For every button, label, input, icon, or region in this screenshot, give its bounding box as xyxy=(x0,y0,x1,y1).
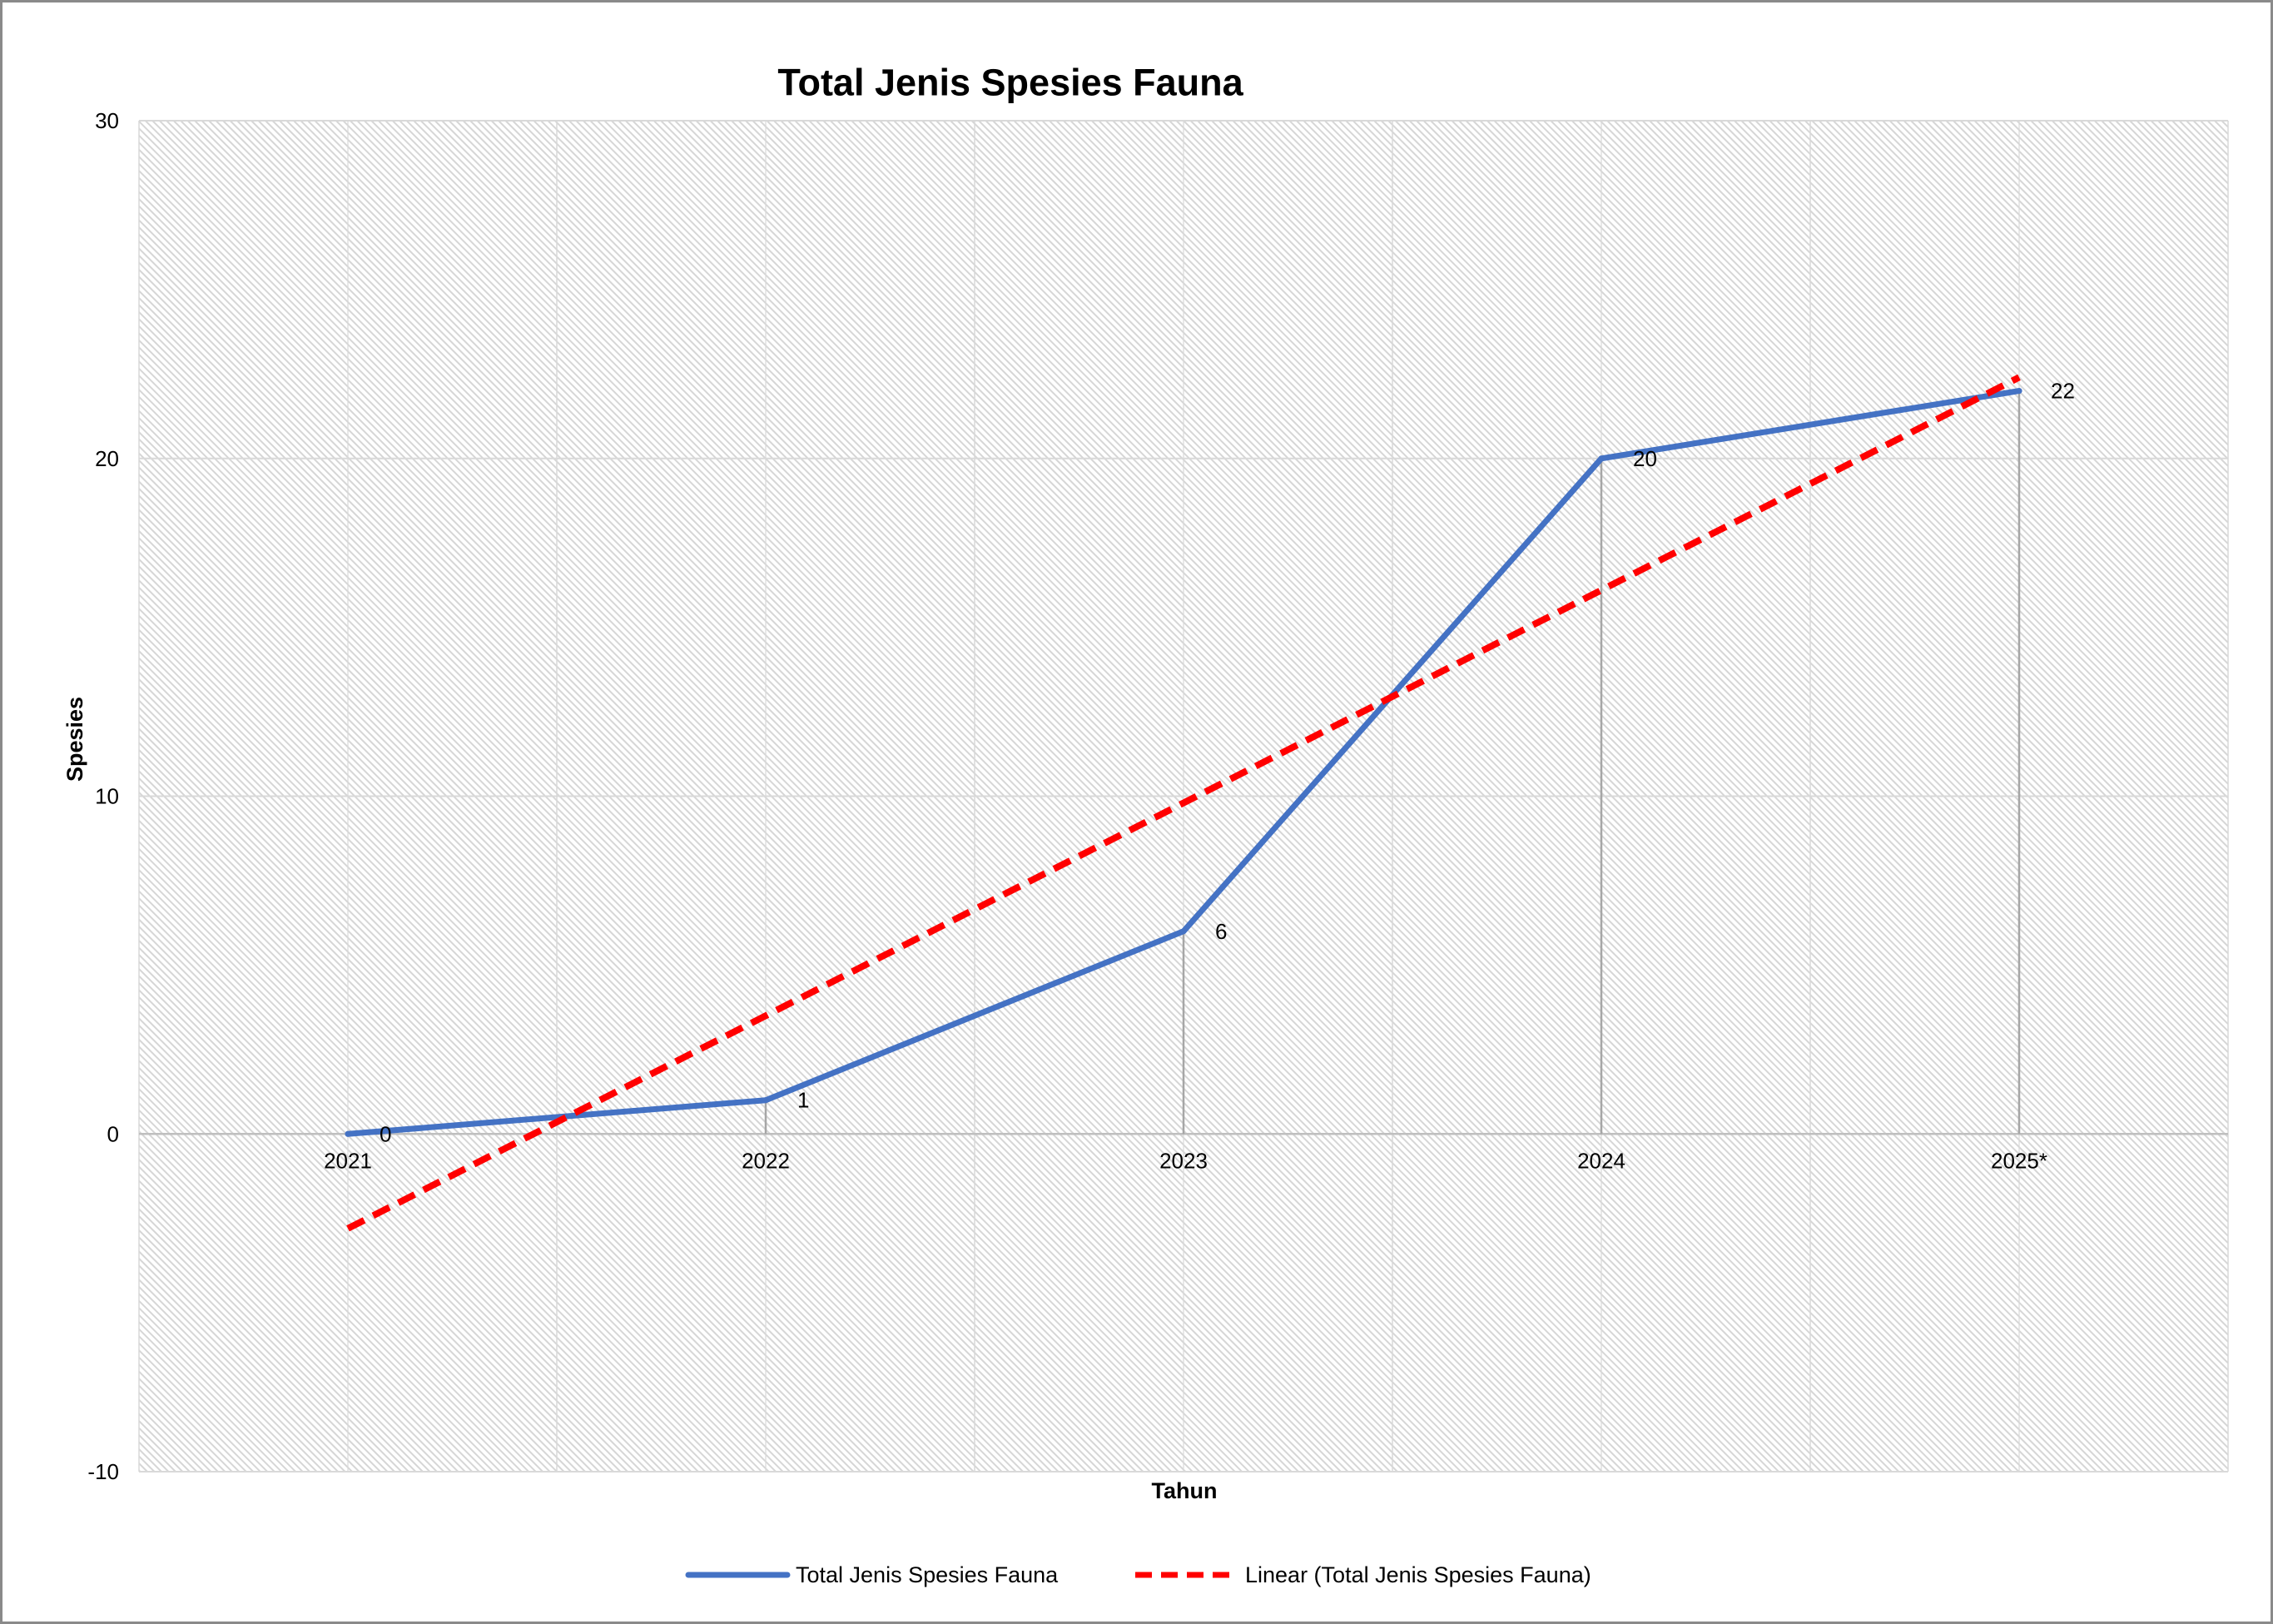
data-label-2022: 1 xyxy=(797,1088,809,1113)
x-tick-label-2022: 2022 xyxy=(742,1148,790,1173)
data-label-2021: 0 xyxy=(380,1121,391,1146)
trendline xyxy=(346,374,2021,1232)
y-tick-label: -10 xyxy=(87,1459,119,1484)
data-point-2024 xyxy=(1598,455,1605,462)
x-tick-label-2024: 2024 xyxy=(1577,1148,1625,1173)
y-axis-title: Spesies xyxy=(62,697,87,782)
series-layer xyxy=(345,388,2022,1137)
y-tick-label: 0 xyxy=(107,1121,119,1146)
x-axis-title: Tahun xyxy=(1152,1478,1218,1503)
legend: Total Jenis Spesies Fauna Linear (Total … xyxy=(685,1562,1591,1587)
data-point-2021 xyxy=(345,1130,351,1137)
y-tick-label: 30 xyxy=(95,108,119,133)
y-tick-label: 20 xyxy=(95,446,119,471)
x-tick-label-2023: 2023 xyxy=(1159,1148,1208,1173)
data-label-2023: 6 xyxy=(1215,919,1227,944)
data-point-2023 xyxy=(1180,928,1187,935)
drop-lines xyxy=(764,390,2021,1135)
data-point-2025 xyxy=(2016,388,2022,395)
trendline-layer xyxy=(346,374,2021,1232)
legend-trendline-label: Linear (Total Jenis Spesies Fauna) xyxy=(1245,1562,1591,1587)
x-tick-label-2025: 2025* xyxy=(1991,1148,2047,1173)
chart-title: Total Jenis Spesies Fauna xyxy=(777,62,1243,104)
y-tick-label: 10 xyxy=(95,784,119,809)
data-point-2022 xyxy=(762,1097,769,1104)
x-tick-label-2021: 2021 xyxy=(324,1148,372,1173)
data-label-2025: 22 xyxy=(2051,379,2075,404)
data-label-2024: 20 xyxy=(1633,446,1657,471)
legend-series-label: Total Jenis Spesies Fauna xyxy=(796,1562,1059,1587)
